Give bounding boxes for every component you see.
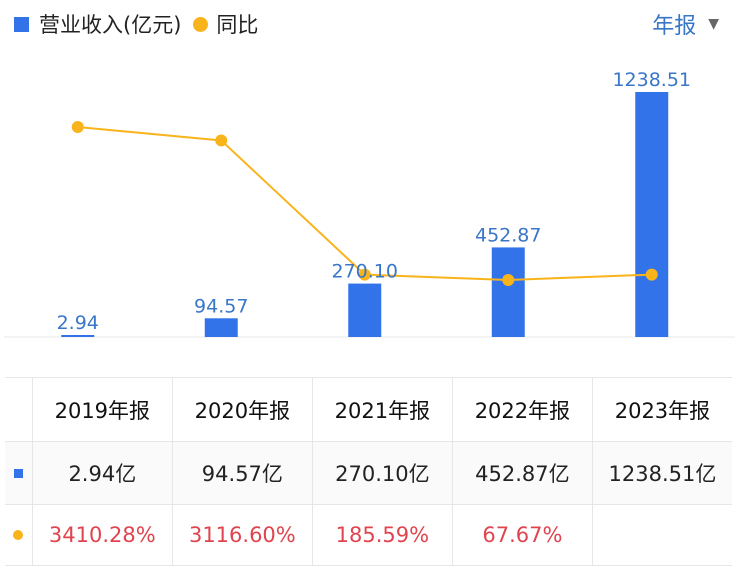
- dot-icon: [13, 530, 24, 540]
- period-selector[interactable]: 年报 ▼: [652, 8, 719, 40]
- table-cell: 185.59%: [311, 505, 452, 565]
- table-cell: [591, 505, 732, 565]
- table-row-revenue: 2.94亿 94.57亿 270.10亿 452.87亿 1238.51亿: [5, 441, 732, 504]
- yoy-point: [215, 134, 228, 147]
- bar-value-label: 2.94: [57, 312, 99, 334]
- revenue-legend-label: 营业收入(亿元): [39, 13, 182, 37]
- yoy-point: [645, 268, 658, 281]
- bar-value-label: 1238.51: [612, 69, 691, 91]
- table-header-corner: [5, 378, 32, 441]
- table-cell: 2.94亿: [31, 442, 172, 504]
- bar: [61, 335, 95, 337]
- bar-value-label: 452.87: [475, 224, 541, 246]
- yoy-point: [71, 121, 84, 133]
- table-header-cell: 2022年报: [451, 378, 592, 441]
- bar: [204, 318, 238, 337]
- bar: [348, 283, 382, 337]
- table-cell: 1238.51亿: [591, 442, 732, 504]
- caret-down-icon: ▼: [708, 16, 719, 32]
- table-row-yoy: 3410.28% 3116.60% 185.59% 67.67%: [5, 504, 732, 566]
- yoy-row-marker: [5, 505, 32, 565]
- bar: [635, 92, 669, 337]
- table-cell: 3116.60%: [171, 505, 312, 565]
- table-header-cell: 2019年报: [31, 378, 172, 441]
- bar-value-label: 270.10: [332, 261, 398, 283]
- revenue-row-marker: [5, 442, 32, 504]
- data-table: 2019年报 2020年报 2021年报 2022年报 2023年报 2.94亿…: [5, 377, 732, 566]
- yoy-point: [358, 268, 371, 281]
- chart-legend: 营业收入(亿元) 同比: [14, 8, 258, 40]
- yoy-line: [77, 126, 652, 282]
- period-selector-label: 年报: [652, 14, 697, 39]
- table-cell: 452.87亿: [451, 442, 592, 504]
- revenue-legend-marker: [14, 16, 29, 32]
- bar-value-label: 94.57: [194, 295, 248, 317]
- yoy-legend-marker: [193, 16, 209, 32]
- table-header-cell: 2020年报: [171, 378, 312, 441]
- table-cell: 3410.28%: [31, 505, 172, 565]
- square-icon: [13, 468, 23, 478]
- yoy-point: [502, 274, 515, 286]
- table-header-row: 2019年报 2020年报 2021年报 2022年报 2023年报: [5, 377, 732, 441]
- table-cell: 94.57亿: [171, 442, 312, 504]
- table-header-cell: 2023年报: [591, 378, 732, 441]
- table-cell: 270.10亿: [311, 442, 452, 504]
- yoy-legend-label: 同比: [216, 13, 259, 37]
- revenue-chart: 2.94 94.57 270.10 452.87 1238.51: [4, 69, 735, 338]
- bar: [491, 247, 525, 337]
- table-header-cell: 2021年报: [311, 378, 452, 441]
- table-cell: 67.67%: [451, 505, 592, 565]
